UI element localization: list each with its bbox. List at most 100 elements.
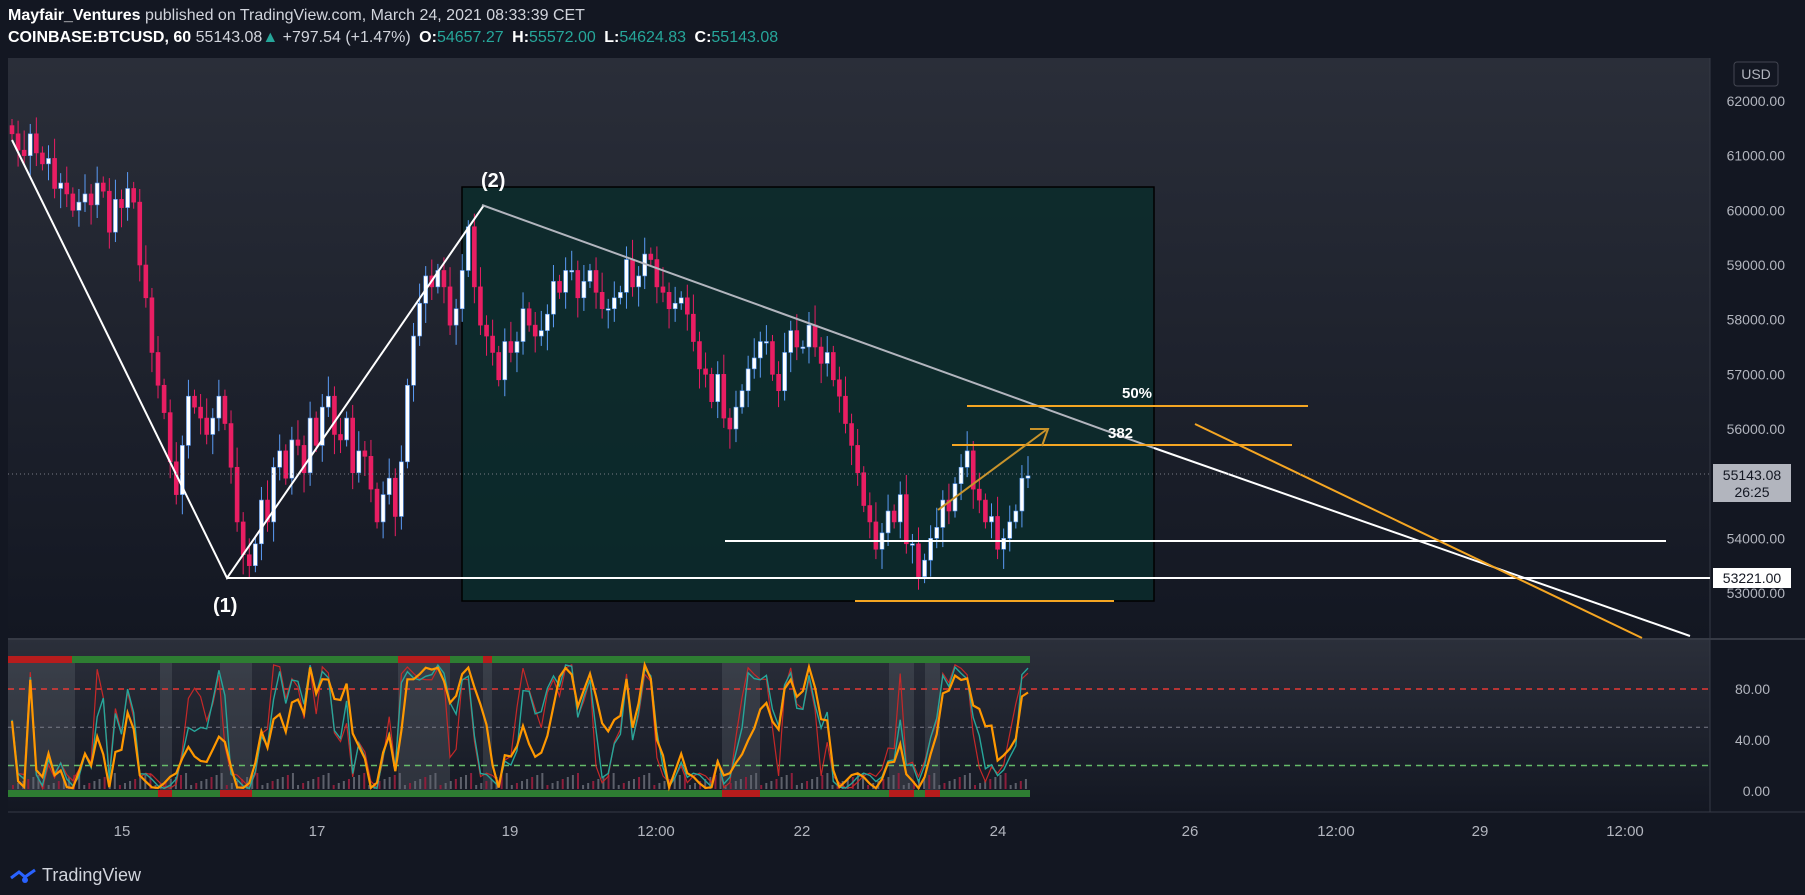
time-axis[interactable]: 15 17 19 12:00 22 24 26 12:00 29 12:00 xyxy=(114,823,1644,840)
price-change: +797.54 (+1.47%) xyxy=(282,29,411,46)
candle-body xyxy=(904,494,909,545)
histogram-bar xyxy=(968,773,971,789)
trendline-upper[interactable] xyxy=(481,204,1155,449)
candle xyxy=(818,337,824,384)
candle xyxy=(155,336,161,399)
stochastic-indicator[interactable] xyxy=(8,656,1710,797)
price-tick-label: 57000.00 xyxy=(1727,366,1786,382)
histogram-bar xyxy=(47,785,50,789)
candle-body xyxy=(575,270,581,299)
histogram-bar xyxy=(938,785,941,789)
candle-body xyxy=(958,466,964,484)
candle-body xyxy=(727,417,733,430)
candle-body xyxy=(1007,521,1013,539)
candle-body xyxy=(593,270,599,293)
price-tick-label: 61000.00 xyxy=(1727,148,1786,164)
candle xyxy=(508,321,514,363)
candle-body xyxy=(192,395,197,408)
candle xyxy=(764,325,769,355)
candle xyxy=(557,274,562,299)
histogram-bar xyxy=(449,781,452,789)
candlestick-series xyxy=(9,117,1031,590)
candle-body xyxy=(374,488,380,523)
candle xyxy=(113,179,118,243)
histogram-bar xyxy=(622,783,625,789)
candle-body xyxy=(897,494,903,523)
candle xyxy=(770,334,775,381)
histogram-bar xyxy=(800,783,803,789)
tradingview-brand[interactable]: TradingView xyxy=(10,865,141,886)
chart-header: Mayfair_Ventures published on TradingVie… xyxy=(0,0,1805,58)
brand-name: TradingView xyxy=(42,865,142,885)
candle-body xyxy=(733,406,739,430)
candle-body xyxy=(222,395,228,424)
oscillator-pane[interactable] xyxy=(8,640,1710,812)
histogram-bar xyxy=(673,777,676,789)
histogram-bar xyxy=(607,775,610,789)
histogram-bar xyxy=(1014,783,1017,789)
histogram-bar xyxy=(470,773,473,789)
candle-body xyxy=(964,450,970,468)
histogram-bar xyxy=(179,775,182,789)
chart-canvas[interactable]: (2) (1) 50% 382 62000.00 61000.00 60000.00… xyxy=(0,58,1805,855)
candle xyxy=(216,379,222,432)
candle xyxy=(1001,528,1006,569)
candle-body xyxy=(478,286,483,326)
candle xyxy=(380,481,386,539)
currency-badge[interactable] xyxy=(1733,61,1779,87)
tradingview-logo-icon xyxy=(10,868,36,883)
candle-body xyxy=(624,259,629,293)
candle xyxy=(745,355,751,408)
candle xyxy=(313,411,319,452)
oscillator-axis: 80.00 40.00 0.00 xyxy=(1735,681,1770,799)
histogram-bar xyxy=(123,783,126,789)
histogram-bar xyxy=(271,781,274,789)
projection-arrow[interactable] xyxy=(937,429,1047,511)
candle xyxy=(46,145,51,181)
histogram-bar xyxy=(694,783,697,789)
candle-body xyxy=(125,188,130,208)
candle-body xyxy=(58,182,63,189)
candle-body xyxy=(386,477,392,495)
histogram-bar xyxy=(403,785,406,789)
price-tick-label: 59000.00 xyxy=(1727,257,1786,273)
histogram-bar xyxy=(688,785,691,789)
histogram-bar xyxy=(729,783,732,789)
time-tick-label: 12:00 xyxy=(1606,823,1644,840)
candle-body xyxy=(794,330,800,348)
candle-body xyxy=(210,417,216,435)
candle-body xyxy=(344,417,349,441)
histogram-bar xyxy=(892,775,895,789)
symbol-label[interactable]: COINBASE:BTCUSD, 60 xyxy=(8,29,192,46)
osc-tick-label: 80.00 xyxy=(1735,681,1770,697)
histogram-bar xyxy=(831,785,834,789)
candle-body xyxy=(82,193,88,203)
histogram-bar xyxy=(576,773,579,789)
candle-body xyxy=(405,384,410,463)
candle-body xyxy=(198,406,203,419)
candle-body xyxy=(697,341,702,370)
candle xyxy=(545,304,550,351)
histogram-bar xyxy=(353,777,356,789)
histogram-bar xyxy=(918,779,921,789)
author-name[interactable]: Mayfair_Ventures xyxy=(8,7,141,24)
histogram-bar xyxy=(714,775,717,789)
candle xyxy=(496,345,502,387)
candle xyxy=(885,494,891,546)
range-box[interactable] xyxy=(461,186,1155,602)
candle xyxy=(40,146,45,171)
candle-body xyxy=(40,152,45,165)
candle xyxy=(788,320,794,373)
candle xyxy=(210,408,216,455)
orange-trendline[interactable] xyxy=(1194,423,1643,639)
histogram-bar xyxy=(230,783,233,789)
candle-body xyxy=(508,341,514,353)
candle xyxy=(344,411,349,447)
histogram-bar xyxy=(923,777,926,789)
last-price-badge xyxy=(1713,464,1791,502)
candle-body xyxy=(295,439,301,446)
candle xyxy=(149,287,155,373)
histogram-bar xyxy=(347,779,350,789)
time-tick-label: 15 xyxy=(114,823,131,840)
price-axis[interactable]: 62000.00 61000.00 60000.00 59000.00 58000.00… xyxy=(1727,93,1786,601)
